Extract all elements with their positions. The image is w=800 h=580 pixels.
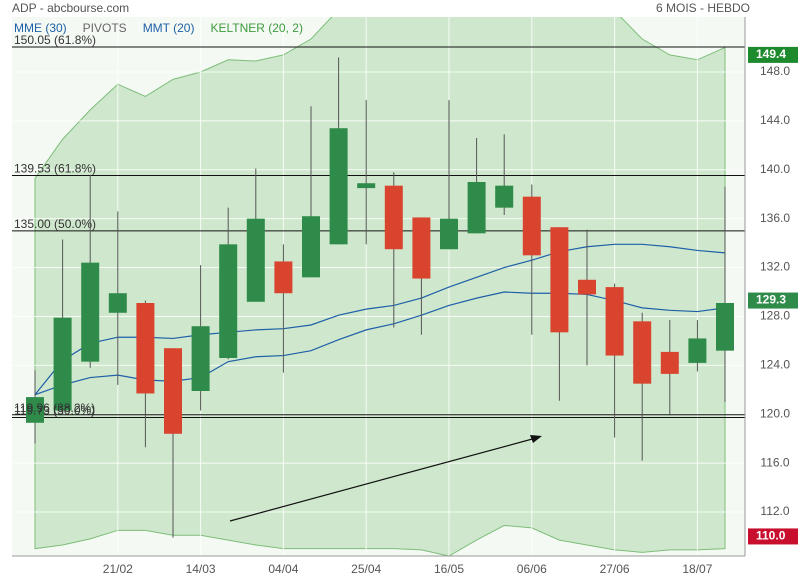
candle-body [440,218,458,250]
y-tick-label: 120.0 [760,406,790,420]
chart-subtitle: 6 MOIS - HEBDO [656,1,750,15]
candle-body [219,244,238,358]
candle-body [495,185,514,208]
x-tick-label: 04/04 [268,562,298,576]
candle-body [467,182,486,234]
arrow-head [530,435,542,443]
trend-arrow [229,437,537,522]
candle-body [633,321,652,384]
x-tick-label: 27/06 [600,562,630,576]
candle-body [522,196,541,256]
candle-body [302,216,320,278]
y-tick-label: 132.0 [760,260,790,274]
y-tick-label: 148.0 [760,64,790,78]
pivot-label: 119.73 (50.0%) [14,404,95,418]
y-tick-label: 128.0 [760,309,790,323]
price-badge-label: 149.4 [756,47,786,61]
candle-body [578,279,596,295]
legend-entry: MMT (20) [143,21,195,35]
y-tick-label: 116.0 [760,455,789,469]
plot-area [12,17,745,556]
candle-body [26,397,44,423]
candle-body [357,183,376,189]
legend-entry: MME (30) [14,21,67,35]
y-tick-label: 140.0 [760,162,790,176]
candle-body [329,128,348,245]
y-tick-label: 112.0 [760,504,789,518]
pivot-label: 150.05 (61.8%) [14,33,96,47]
x-tick-label: 06/06 [517,562,547,576]
candle-body [164,348,182,434]
candle-body [108,293,127,313]
candle-body [136,303,155,394]
pivot-label: 139.53 (61.8%) [14,162,96,176]
keltner-band [34,17,726,556]
legend-entry: PIVOTS [83,21,127,35]
candle-body [716,303,734,351]
candle-body [53,317,72,411]
x-tick-label: 14/03 [186,562,216,576]
candle-body [660,351,679,374]
price-badge [748,46,798,63]
legend: MME (30) PIVOTS MMT (20) KELTNER (20, 2) [14,21,303,35]
x-tick-label: 25/04 [351,562,381,576]
y-tick-label: 136.0 [760,211,790,225]
candle-body [274,261,293,294]
chart-title: ADP - abcbourse.com [12,1,129,15]
candle-body [246,218,265,302]
x-tick-label: 21/02 [103,562,133,576]
x-tick-label: 16/05 [434,562,464,576]
price-badge [748,528,798,545]
price-badge-label: 129.3 [756,293,786,307]
candle-body [688,338,707,363]
candle-body [81,262,100,362]
candle-body [550,227,569,333]
y-tick-label: 144.0 [760,113,790,127]
price-badge [748,292,798,309]
pivot-label: 119.96 (38.2%) [14,401,95,415]
pivot-label: 135.00 (50.0%) [14,217,96,231]
y-tick-label: 124.0 [760,358,790,372]
candle-body [605,287,624,356]
candle-body [384,185,403,250]
price-badge-label: 110.0 [756,529,786,543]
candle-body [191,326,210,391]
x-tick-label: 18/07 [682,562,712,576]
candle-body [412,217,431,279]
legend-entry: KELTNER (20, 2) [210,21,302,35]
